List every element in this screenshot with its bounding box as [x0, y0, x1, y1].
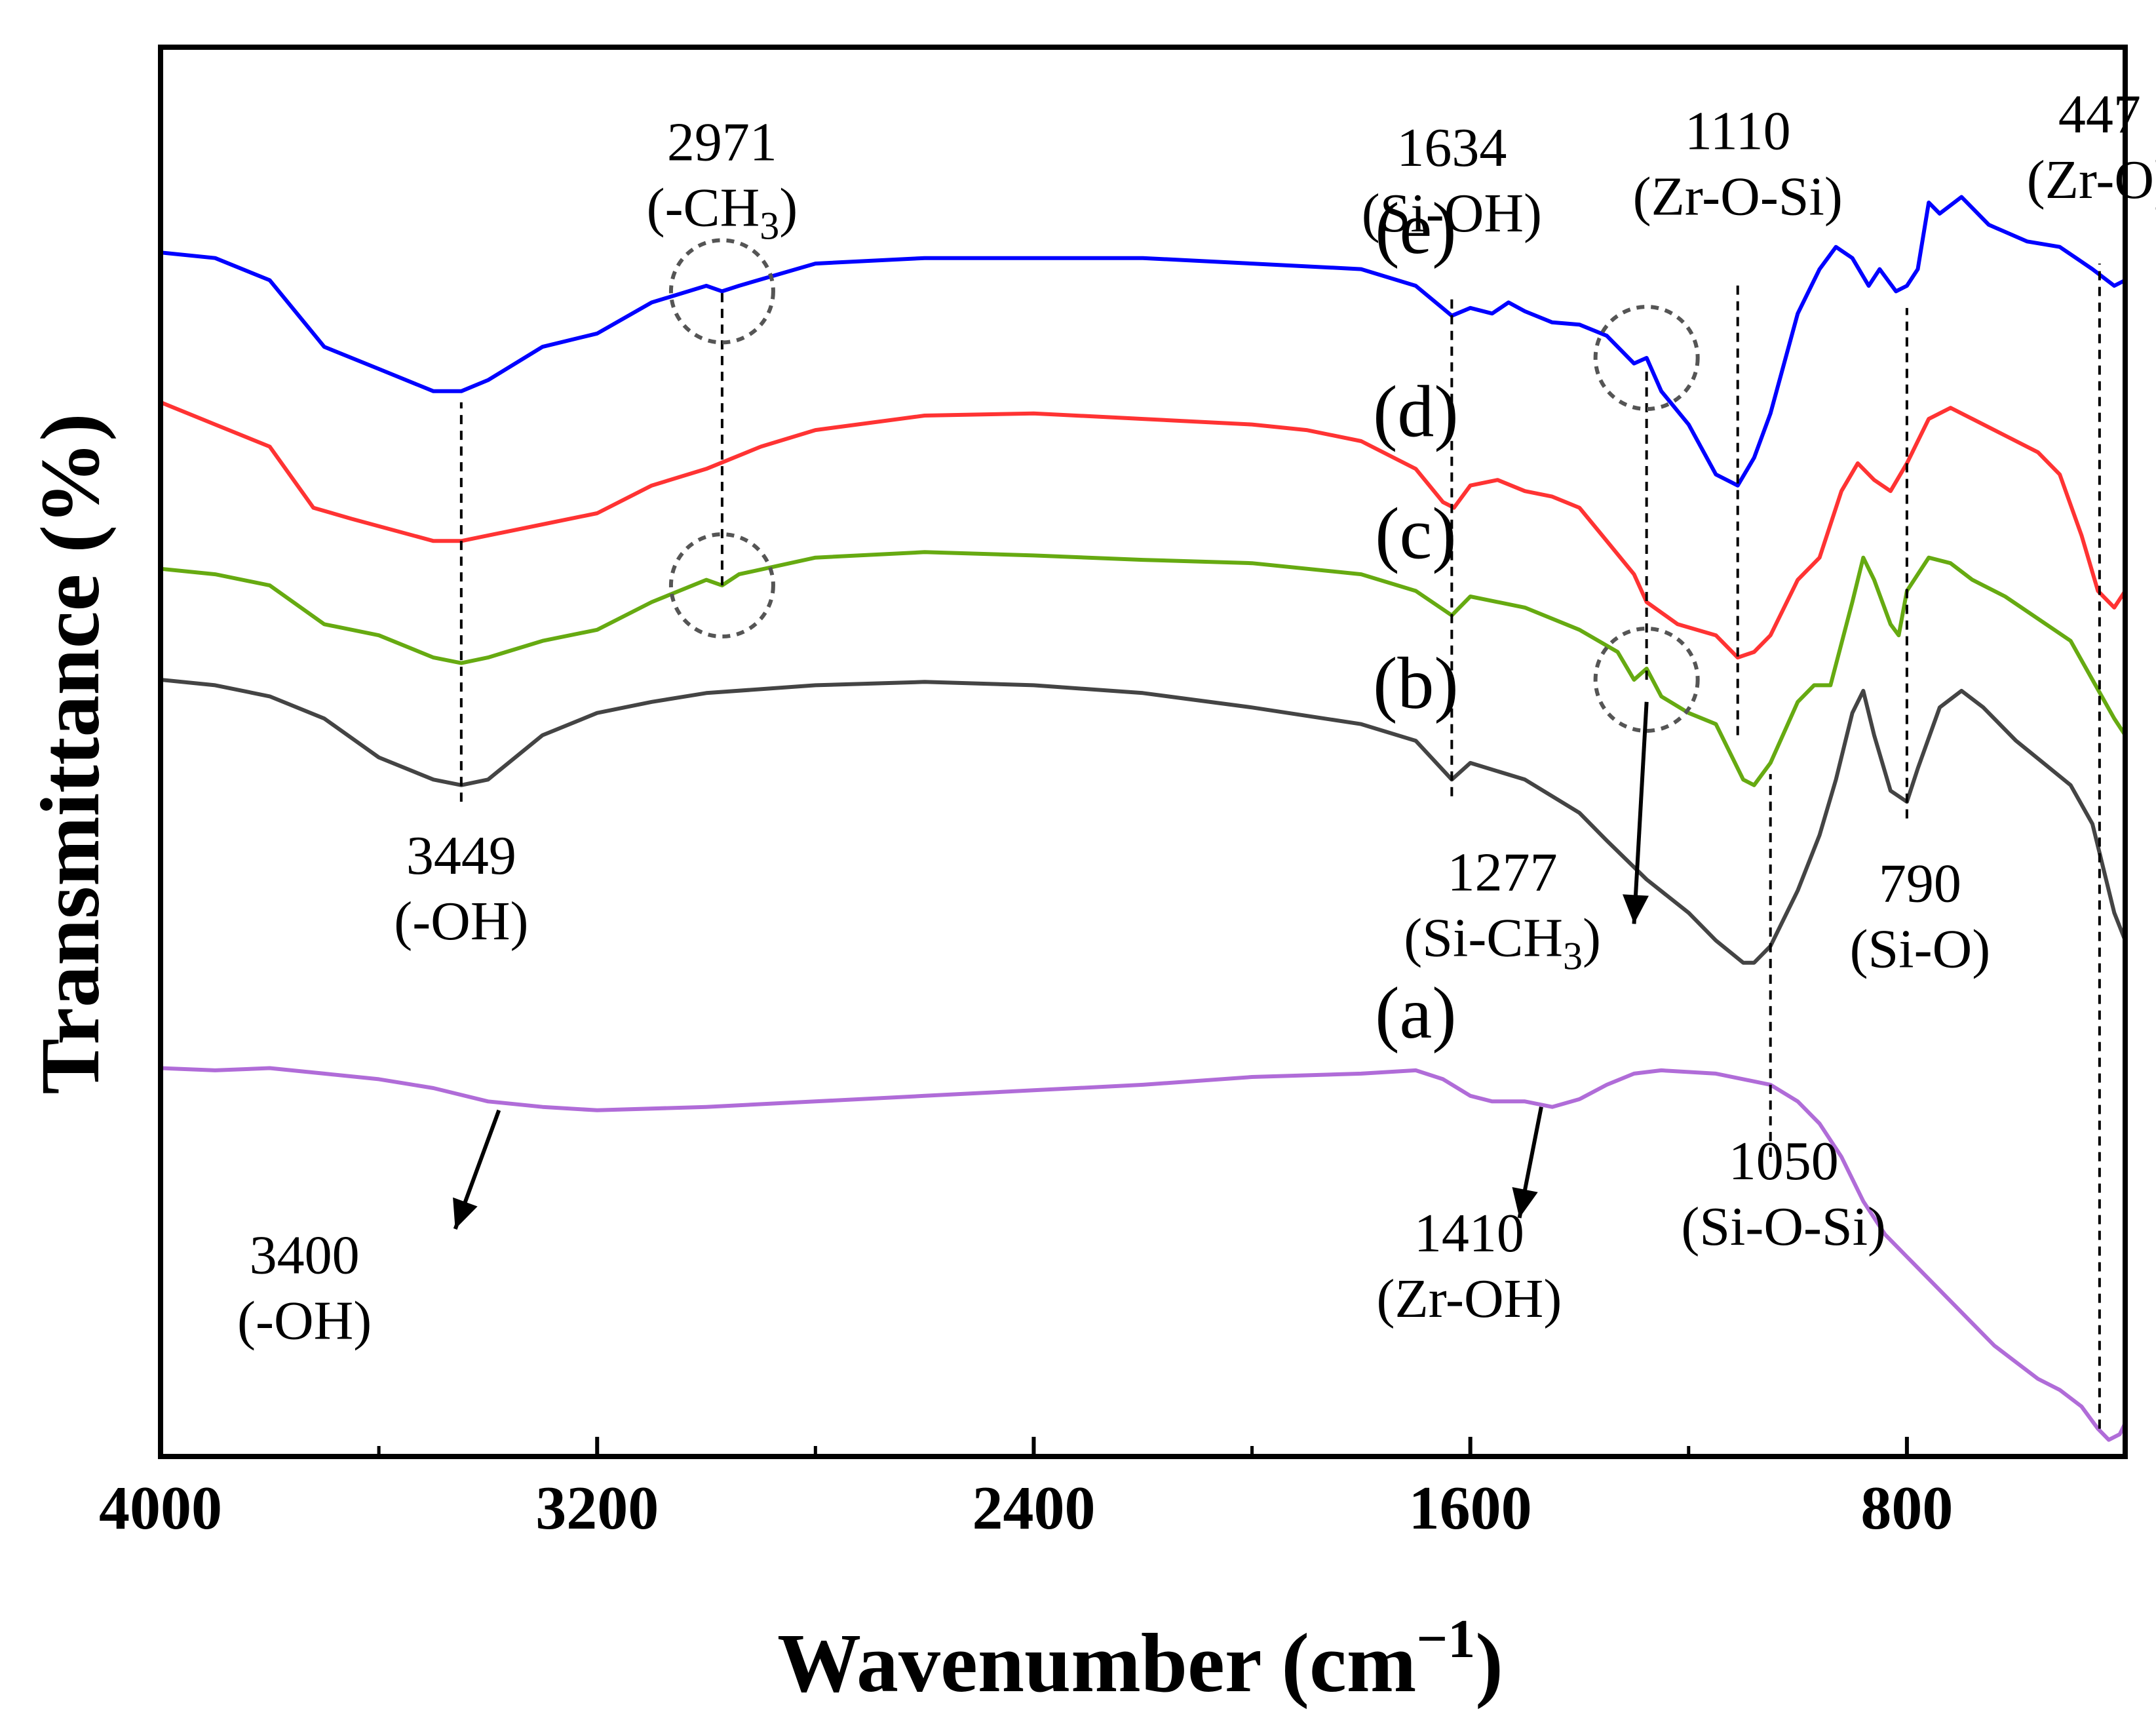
ann-1277-circle-0: [1593, 305, 1700, 412]
ann-447-group: (Zr-O): [2027, 149, 2156, 210]
spectra-curves: (e) (d) (c) (b) (a): [159, 188, 2127, 1442]
series-label-b: (b): [1373, 643, 1459, 724]
ann-447-value: 447: [2058, 84, 2141, 145]
ann-1277-value: 1277: [1448, 842, 1558, 903]
ann-3400-group: (-OH): [237, 1291, 372, 1352]
series-line-c: [160, 550, 2127, 787]
peak-guide-lines: [459, 238, 2101, 1429]
series-line-b: [160, 678, 2127, 965]
x-tick-label: 2400: [972, 1474, 1095, 1542]
ann-1110-value: 1110: [1685, 101, 1791, 162]
plot-frame: [158, 45, 2128, 1459]
ann-1410-group: (Zr-OH): [1376, 1268, 1562, 1329]
x-axis-ticks: 4000 3200 2400 1600 800: [99, 1437, 1953, 1542]
annotation-arrowhead-0: [1623, 894, 1649, 924]
annotation-arrow-0: [1632, 701, 1649, 924]
ann-1410-value: 1410: [1414, 1203, 1524, 1264]
series-line-a: [160, 1066, 2127, 1442]
ann-3449-group: (-OH): [394, 891, 528, 952]
ann-2971-circle-0: [668, 238, 775, 345]
ann-1110-group: (Zr-O-Si): [1633, 166, 1843, 227]
series-label-e: (e): [1375, 188, 1456, 269]
series-label-a: (a): [1375, 973, 1456, 1054]
ann-1634-value: 1634: [1396, 117, 1507, 178]
ann-790-group: (Si-O): [1850, 919, 1991, 980]
x-tick-label: 1600: [1409, 1474, 1532, 1542]
x-tick-label: 4000: [99, 1474, 222, 1542]
series-label-c: (c): [1375, 494, 1456, 575]
annotation-arrowhead-2: [1512, 1186, 1538, 1219]
series-label-d: (d): [1373, 371, 1459, 452]
annotation-arrowhead-1: [453, 1197, 478, 1229]
ann-1050-value: 1050: [1729, 1131, 1839, 1192]
peak-annotations: 2971(-CH3)1634(Si-OH)1110(Zr-O-Si)447(Zr…: [237, 84, 2156, 1352]
ann-3400-value: 3400: [250, 1225, 360, 1286]
ann-2971-circle-1: [668, 532, 775, 639]
ann-1277-group: (Si-CH3): [1404, 908, 1601, 978]
x-axis-title-superscript: −1: [1416, 1609, 1475, 1670]
ann-2971-group: (-CH3): [647, 177, 798, 247]
series-line-d: [159, 400, 2127, 660]
ann-790-value: 790: [1879, 853, 1961, 914]
x-tick-label: 3200: [535, 1474, 659, 1542]
x-tick-label: 800: [1860, 1474, 1953, 1542]
series-line-e: [160, 195, 2127, 488]
ann-3449-value: 3449: [406, 825, 516, 886]
y-axis-title: Transmittance (%): [24, 413, 117, 1094]
ann-1634-group: (Si-OH): [1362, 183, 1542, 244]
ann-1050-group: (Si-O-Si): [1681, 1196, 1886, 1257]
ann-1277-circle-1: [1593, 626, 1700, 733]
x-axis-title: Wavenumber (cm−1): [777, 1609, 1503, 1710]
ann-2971-value: 2971: [667, 111, 777, 172]
